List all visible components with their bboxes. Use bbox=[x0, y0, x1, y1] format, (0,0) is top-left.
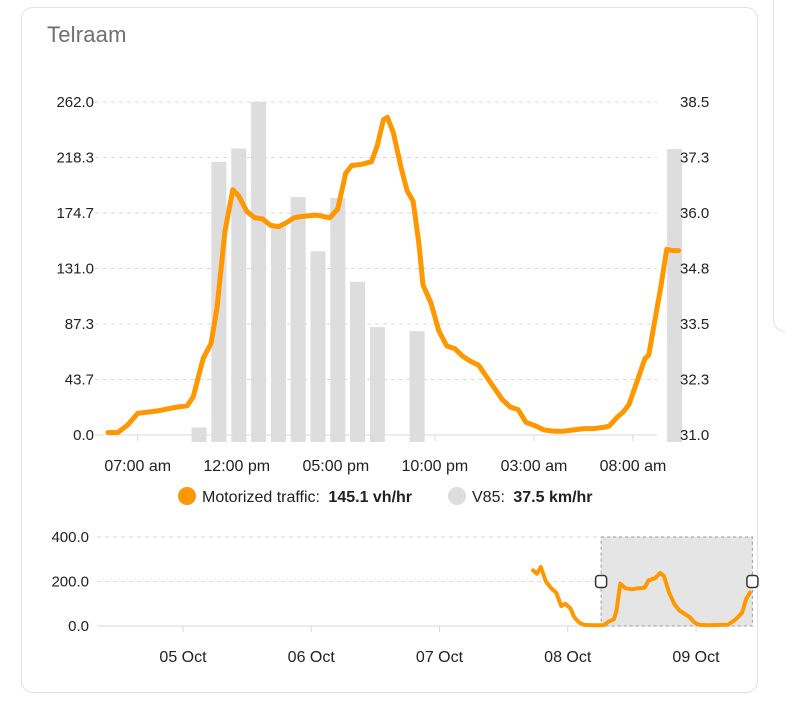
v85-bar[interactable] bbox=[270, 226, 286, 442]
card-title: Telraam bbox=[47, 22, 127, 47]
y-left-tick-label: 43.7 bbox=[65, 372, 94, 389]
navigator-chart: 0.0 200.0 400.0 05 Oct 06 Oct 07 Oct 08 Oct 09 … bbox=[51, 529, 759, 666]
nav-x-tick-label: 07 Oct bbox=[416, 649, 464, 666]
y-left-tick-label: 218.3 bbox=[56, 150, 94, 167]
y-right-tick-label: 32.3 bbox=[680, 372, 709, 389]
v85-bar[interactable] bbox=[290, 197, 306, 442]
svg-text:V85: 37.5 km/hr: V85: 37.5 km/hr bbox=[472, 489, 593, 506]
traffic-line bbox=[105, 114, 682, 435]
nav-y-tick-label: 200.0 bbox=[51, 574, 89, 591]
v85-bar[interactable] bbox=[310, 251, 326, 442]
y-left-tick-label: 174.7 bbox=[56, 205, 94, 222]
legend-item-v85[interactable]: V85: 37.5 km/hr bbox=[448, 487, 593, 506]
x-tick-label: 12:00 pm bbox=[203, 458, 270, 475]
v85-bar[interactable] bbox=[369, 327, 385, 442]
chart-legend: Motorized traffic: 145.1 vh/hr V85: 37.5… bbox=[178, 487, 593, 506]
legend-v85-label: V85: bbox=[472, 489, 505, 506]
v85-bar[interactable] bbox=[231, 148, 247, 442]
navigator-selection[interactable] bbox=[600, 536, 753, 627]
navigator-line bbox=[531, 565, 752, 628]
v85-bar[interactable] bbox=[330, 197, 346, 442]
y-right-tick-label: 33.5 bbox=[680, 316, 709, 333]
y-right-tick-label: 38.5 bbox=[680, 94, 709, 111]
legend-traffic-swatch bbox=[178, 487, 196, 505]
v85-bar[interactable] bbox=[409, 331, 425, 442]
navigator-axis: 0.0 200.0 400.0 05 Oct 06 Oct 07 Oct 08 Oct 09 … bbox=[51, 529, 720, 666]
nav-x-tick-label: 06 Oct bbox=[288, 649, 336, 666]
nav-traffic-line-path bbox=[531, 565, 752, 628]
y-right-tick-label: 34.8 bbox=[680, 261, 709, 278]
legend-v85-value: 37.5 km/hr bbox=[513, 489, 592, 506]
v85-bar[interactable] bbox=[191, 427, 207, 443]
x-tick-label: 08:00 am bbox=[600, 458, 667, 475]
legend-v85-swatch bbox=[448, 487, 466, 505]
x-tick-label: 05:00 pm bbox=[302, 458, 369, 475]
x-tick-label: 10:00 pm bbox=[402, 458, 469, 475]
y-left-tick-label: 0.0 bbox=[73, 427, 94, 444]
y-left-tick-label: 262.0 bbox=[56, 94, 94, 111]
v85-bar[interactable] bbox=[667, 149, 683, 442]
nav-x-tick-label: 08 Oct bbox=[544, 649, 592, 666]
v85-bar[interactable] bbox=[350, 281, 366, 442]
nav-y-tick-label: 400.0 bbox=[51, 529, 89, 546]
navigator-handles bbox=[594, 574, 759, 589]
svg-text:Motorized traffic: 145: Motorized traffic: 145.1 vh/hr bbox=[202, 489, 412, 506]
y-right-tick-label: 31.0 bbox=[680, 427, 709, 444]
legend-item-traffic[interactable]: Motorized traffic: 145.1 vh/hr bbox=[178, 487, 412, 506]
v85-bar[interactable] bbox=[251, 102, 267, 442]
y-left-tick-label: 87.3 bbox=[65, 316, 94, 333]
y-right-tick-label: 36.0 bbox=[680, 205, 709, 222]
nav-x-tick-label: 05 Oct bbox=[159, 649, 207, 666]
traffic-line-path[interactable] bbox=[105, 114, 682, 435]
nav-x-tick-label: 09 Oct bbox=[672, 649, 720, 666]
nav-y-tick-label: 0.0 bbox=[68, 618, 89, 635]
chart-axes: 0.0 31.0 43.7 32.3 87.3 33.5 131.0 34.8 174.7 36.… bbox=[56, 94, 709, 475]
nav-handle-left[interactable] bbox=[594, 574, 608, 589]
x-tick-label: 07:00 am bbox=[104, 458, 171, 475]
legend-traffic-value: 145.1 vh/hr bbox=[328, 489, 412, 506]
nav-handle-right[interactable] bbox=[746, 574, 759, 589]
x-tick-label: 03:00 am bbox=[501, 458, 568, 475]
legend-traffic-label: Motorized traffic: bbox=[202, 489, 320, 506]
y-left-tick-label: 131.0 bbox=[56, 261, 94, 278]
y-right-tick-label: 37.3 bbox=[680, 150, 709, 167]
v85-bars bbox=[191, 102, 683, 443]
